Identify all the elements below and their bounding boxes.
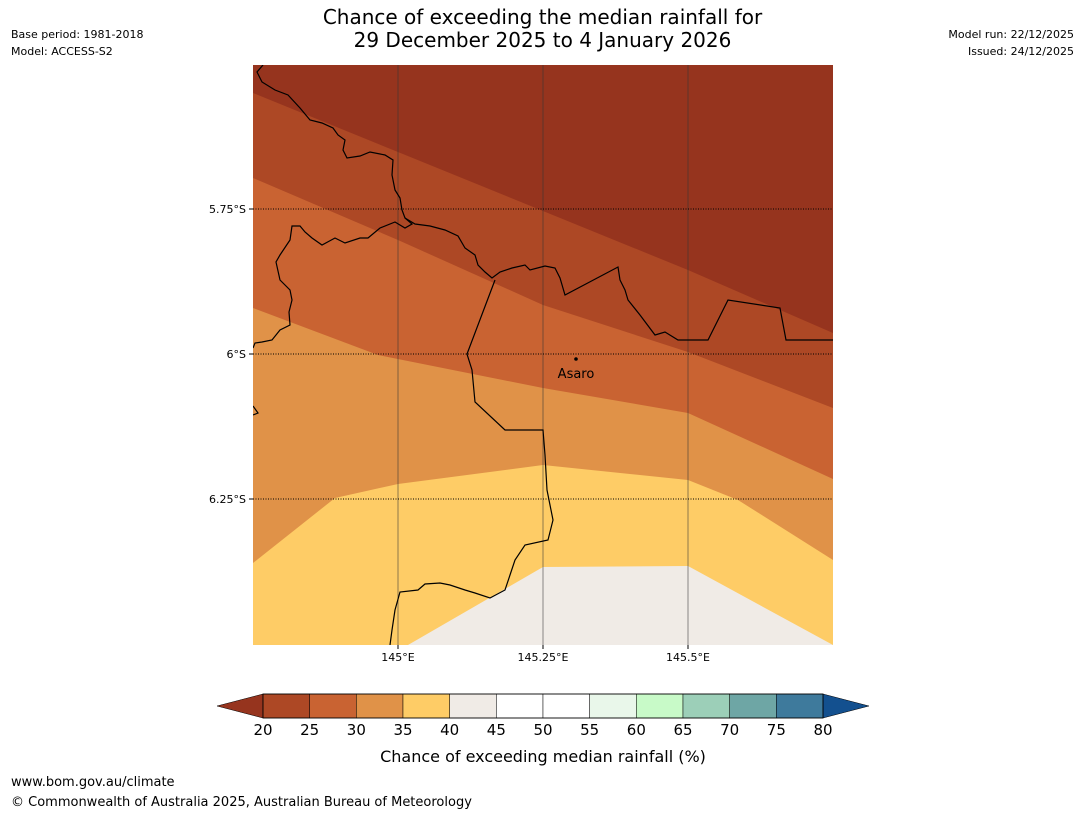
colorbar-cell-45-50 xyxy=(496,693,544,719)
colorbar-tick-30: 30 xyxy=(347,721,366,739)
map-title: Chance of exceeding the median rainfall … xyxy=(0,6,1085,52)
lon-label-145-5: 145.5°E xyxy=(666,651,710,664)
meta-left: Base period: 1981-2018 Model: ACCESS-S2 xyxy=(11,26,143,60)
colorbar-tick-20: 20 xyxy=(253,721,272,739)
colorbar-cell-60-65 xyxy=(636,693,684,719)
province-boundary xyxy=(253,65,414,349)
meta-right: Model run: 22/12/2025 Issued: 24/12/2025 xyxy=(948,26,1074,60)
footer-copyright: © Commonwealth of Australia 2025, Austra… xyxy=(11,795,472,810)
colorbar-tick-60: 60 xyxy=(627,721,646,739)
colorbar-tick-65: 65 xyxy=(673,721,692,739)
colorbar-tick-50: 50 xyxy=(533,721,552,739)
base-period: Base period: 1981-2018 xyxy=(11,28,144,41)
colorbar-low-extend xyxy=(216,693,264,719)
coast-edge xyxy=(253,405,259,416)
band-40-45 xyxy=(408,566,833,645)
colorbar-cell-55-60 xyxy=(589,693,637,719)
colorbar-tick-40: 40 xyxy=(440,721,459,739)
colorbar-cell-30-35 xyxy=(356,693,404,719)
colorbar-cell-35-40 xyxy=(402,693,450,719)
title-line-2: 29 December 2025 to 4 January 2026 xyxy=(353,28,732,52)
colorbar: 20 25 30 35 40 45 50 55 60 65 70 75 80 xyxy=(216,693,870,739)
lat-label-6: 6°S xyxy=(227,348,246,361)
lon-label-145: 145°E xyxy=(381,651,414,664)
asaro-label: Asaro xyxy=(558,367,595,382)
colorbar-cell-65-70 xyxy=(682,693,730,719)
asaro-marker xyxy=(574,357,578,361)
model-name: Model: ACCESS-S2 xyxy=(11,45,113,58)
colorbar-cell-50-55 xyxy=(542,693,590,719)
lat-label-5-75: 5.75°S xyxy=(209,203,246,216)
colorbar-high-extend xyxy=(822,693,870,719)
colorbar-tick-25: 25 xyxy=(300,721,319,739)
footer-url[interactable]: www.bom.gov.au/climate xyxy=(11,775,175,790)
colorbar-tick-80: 80 xyxy=(813,721,832,739)
axis-ticks xyxy=(249,208,689,649)
colorbar-cell-25-30 xyxy=(309,693,357,719)
province-boundary-south xyxy=(389,279,554,645)
colorbar-frame xyxy=(262,693,824,719)
colorbar-cell-40-45 xyxy=(449,693,497,719)
colorbar-tick-55: 55 xyxy=(580,721,599,739)
lat-label-6-25: 6.25°S xyxy=(209,493,246,506)
colorbar-cell-75-80 xyxy=(776,693,824,719)
colorbar-tick-35: 35 xyxy=(393,721,412,739)
colorbar-label: Chance of exceeding median rainfall (%) xyxy=(380,747,706,766)
colorbar-tick-45: 45 xyxy=(487,721,506,739)
lon-label-145-25: 145.25°E xyxy=(518,651,569,664)
title-line-1: Chance of exceeding the median rainfall … xyxy=(322,5,763,29)
province-boundary-north xyxy=(404,217,833,341)
colorbar-cell-20-25 xyxy=(262,693,310,719)
colorbar-tick-70: 70 xyxy=(720,721,739,739)
issued-date: Issued: 24/12/2025 xyxy=(967,45,1074,58)
colorbar-cell-70-75 xyxy=(729,693,777,719)
model-run: Model run: 22/12/2025 xyxy=(948,28,1074,41)
colorbar-tick-75: 75 xyxy=(767,721,786,739)
probability-bands xyxy=(253,65,833,645)
